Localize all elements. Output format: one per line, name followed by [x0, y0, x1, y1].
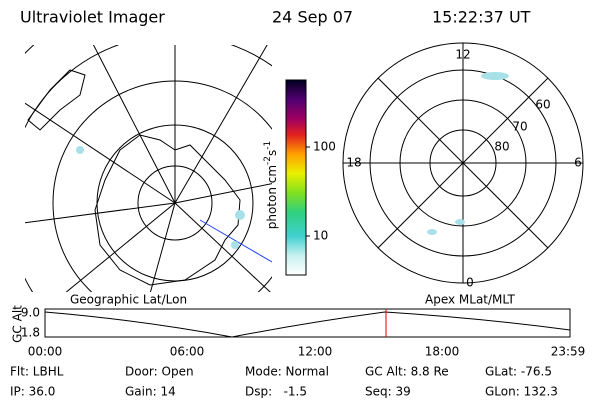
- polar-map: [342, 42, 584, 284]
- status-field: GLon: 132.3: [485, 385, 558, 399]
- exponent: -1: [263, 141, 273, 150]
- status-field: Door: Open: [125, 365, 194, 379]
- geographic-map: [25, 45, 272, 292]
- unit: s: [265, 150, 279, 156]
- timeline-box: [44, 308, 571, 338]
- exponent: -2: [263, 156, 273, 165]
- unit: photon cm: [265, 165, 279, 229]
- colorbar-tick: 100: [313, 140, 336, 154]
- colorbar-tick: 10: [313, 229, 328, 243]
- x-label: 23:59: [551, 345, 586, 359]
- mlt-label: 12: [455, 48, 470, 62]
- status-field: Gain: 14: [125, 385, 176, 399]
- time: 15:22:37 UT: [432, 8, 531, 27]
- x-label: 00:00: [28, 345, 63, 359]
- lat-label: 70: [512, 120, 527, 134]
- lat-label: 60: [535, 98, 550, 112]
- y-label: 1.8: [21, 326, 40, 340]
- instrument: Ultraviolet Imager: [20, 8, 165, 27]
- x-label: 06:00: [170, 345, 205, 359]
- x-label: 18:00: [425, 345, 460, 359]
- status-field: GC Alt: 8.8 Re: [365, 365, 449, 379]
- status-field: IP: 36.0: [10, 385, 55, 399]
- x-label: 12:00: [298, 345, 333, 359]
- status-field: Flt: LBHL: [10, 365, 64, 379]
- axis-label: GC Alt: [11, 305, 25, 343]
- colorbar: [285, 79, 307, 276]
- altitude-curve: [44, 311, 571, 338]
- y-label: 9.0: [21, 306, 40, 320]
- mlt-label: 6: [574, 156, 582, 170]
- status-field: Seq: 39: [365, 385, 411, 399]
- timeline-title: Geographic Lat/Lon: [70, 293, 187, 307]
- colorbar-label: photon cm-2s-1: [263, 141, 279, 230]
- timeline-title: Apex MLat/MLT: [425, 293, 515, 307]
- mlt-label: 0: [466, 276, 474, 290]
- status-field: GLat: -76.5: [485, 365, 552, 379]
- lat-label: 80: [494, 140, 509, 154]
- status-field: Dsp: -1.5: [245, 385, 307, 399]
- date: 24 Sep 07: [272, 8, 353, 27]
- mlt-label: 18: [346, 156, 361, 170]
- status: Flt: LBHL Door: Open Mode: Normal GC Alt: 8…: [10, 365, 558, 399]
- status-field: Mode: Normal: [245, 365, 329, 379]
